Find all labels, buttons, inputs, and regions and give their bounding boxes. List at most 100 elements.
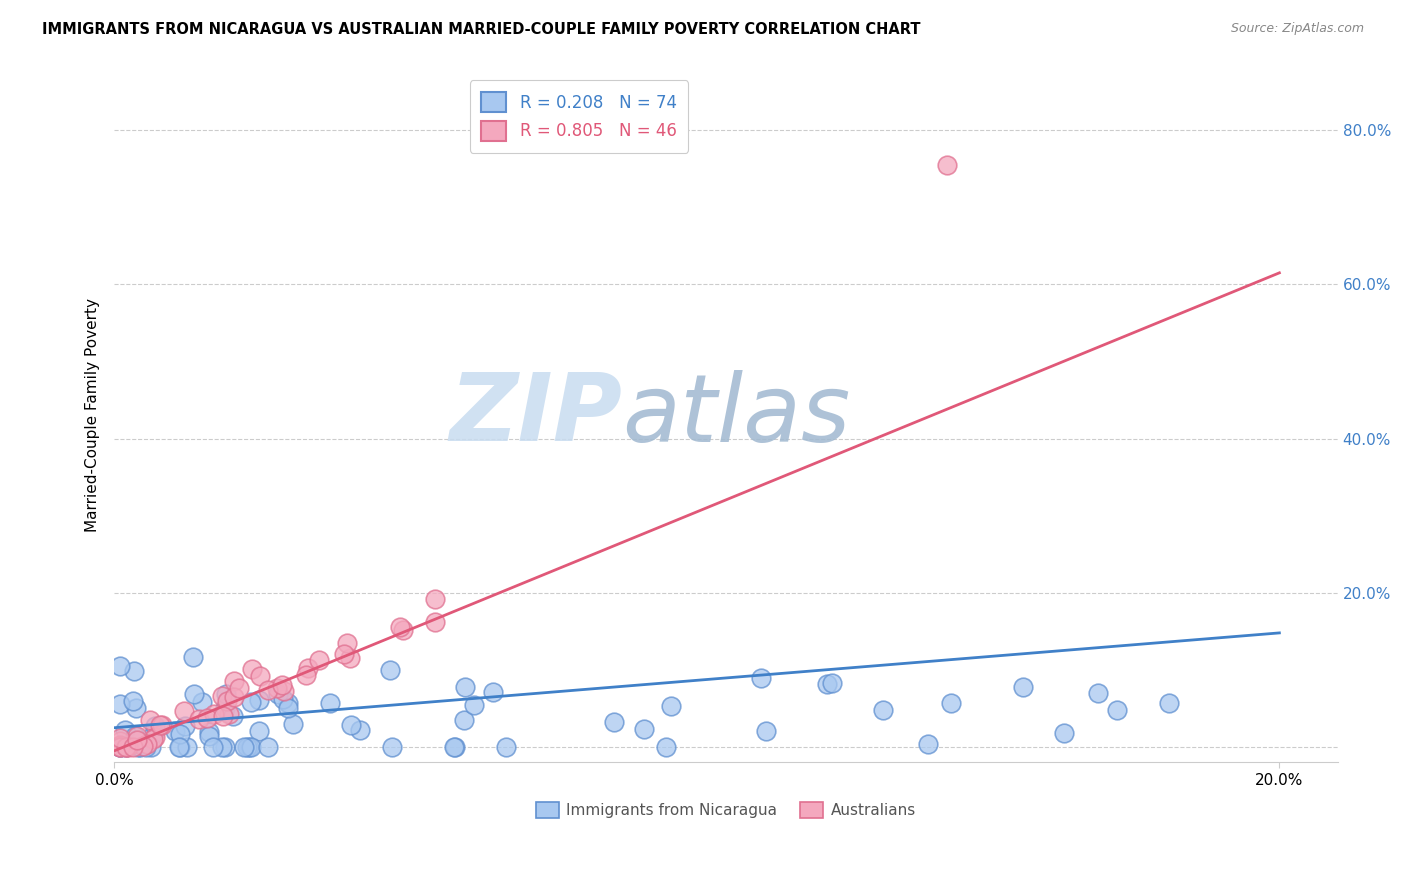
Point [108, 658, 131, 673]
Point [349, 723, 371, 738]
Point [174, 719, 197, 733]
Point [423, 615, 446, 629]
Point [256, 739, 278, 754]
Text: IMMIGRANTS FROM NICARAGUA VS AUSTRALIAN MARRIED-COUPLE FAMILY POVERTY CORRELATIO: IMMIGRANTS FROM NICARAGUA VS AUSTRALIAN … [42, 22, 921, 37]
Point [108, 739, 131, 754]
Point [114, 723, 136, 737]
Point [249, 669, 271, 683]
Point [124, 729, 146, 743]
Point [127, 729, 149, 743]
Point [181, 650, 204, 665]
Point [266, 681, 288, 695]
Point [108, 731, 131, 745]
Point [169, 727, 191, 741]
Point [267, 687, 290, 701]
Point [454, 680, 477, 694]
Point [135, 739, 157, 754]
Point [215, 687, 238, 701]
Point [270, 678, 292, 692]
Point [198, 729, 221, 743]
Point [1105, 703, 1128, 717]
Point [256, 683, 278, 698]
Point [749, 671, 772, 685]
Point [211, 689, 233, 703]
Point [444, 739, 467, 754]
Point [141, 739, 163, 754]
Point [235, 739, 257, 754]
Point [108, 739, 131, 754]
Point [176, 739, 198, 754]
Point [297, 661, 319, 675]
Point [389, 620, 412, 634]
Point [482, 685, 505, 699]
Point [108, 733, 131, 747]
Point [495, 739, 517, 754]
Point [163, 724, 186, 739]
Point [247, 693, 270, 707]
Point [142, 731, 165, 746]
Point [167, 739, 190, 754]
Point [115, 739, 138, 754]
Point [173, 704, 195, 718]
Point [108, 739, 131, 754]
Point [339, 718, 361, 732]
Point [319, 696, 342, 710]
Point [127, 739, 149, 754]
Point [115, 739, 138, 754]
Point [1087, 686, 1109, 700]
Point [392, 623, 415, 637]
Point [603, 715, 626, 730]
Point [872, 703, 894, 717]
Point [380, 663, 402, 677]
Point [115, 739, 138, 754]
Point [936, 158, 959, 172]
Point [247, 723, 270, 738]
Point [132, 739, 155, 754]
Y-axis label: Married-Couple Family Poverty: Married-Couple Family Poverty [86, 299, 100, 533]
Point [277, 701, 299, 715]
Point [939, 696, 962, 710]
Point [198, 725, 221, 739]
Point [143, 730, 166, 744]
Point [655, 739, 678, 754]
Point [1053, 726, 1076, 740]
Point [755, 723, 778, 738]
Text: Source: ZipAtlas.com: Source: ZipAtlas.com [1230, 22, 1364, 36]
Point [145, 719, 167, 733]
Point [239, 695, 262, 709]
Point [122, 693, 145, 707]
Point [821, 675, 844, 690]
Point [122, 739, 145, 754]
Point [218, 706, 240, 721]
Point [187, 712, 209, 726]
Point [443, 739, 465, 754]
Point [917, 737, 939, 751]
Point [238, 739, 260, 754]
Point [1011, 680, 1033, 694]
Text: atlas: atlas [621, 370, 851, 461]
Point [108, 738, 131, 752]
Point [202, 707, 225, 722]
Point [423, 592, 446, 607]
Point [222, 674, 245, 689]
Point [232, 739, 254, 754]
Point [214, 739, 236, 754]
Point [124, 701, 146, 715]
Point [463, 698, 485, 713]
Point [295, 668, 318, 682]
Point [222, 690, 245, 705]
Point [183, 687, 205, 701]
Point [381, 739, 404, 754]
Point [453, 713, 475, 727]
Point [308, 653, 330, 667]
Text: ZIP: ZIP [449, 369, 621, 461]
Point [149, 717, 172, 731]
Point [815, 677, 838, 691]
Point [228, 681, 250, 696]
Point [169, 739, 191, 754]
Point [339, 650, 361, 665]
Point [661, 698, 683, 713]
Point [633, 722, 655, 736]
Point [214, 700, 236, 714]
Point [1159, 696, 1181, 710]
